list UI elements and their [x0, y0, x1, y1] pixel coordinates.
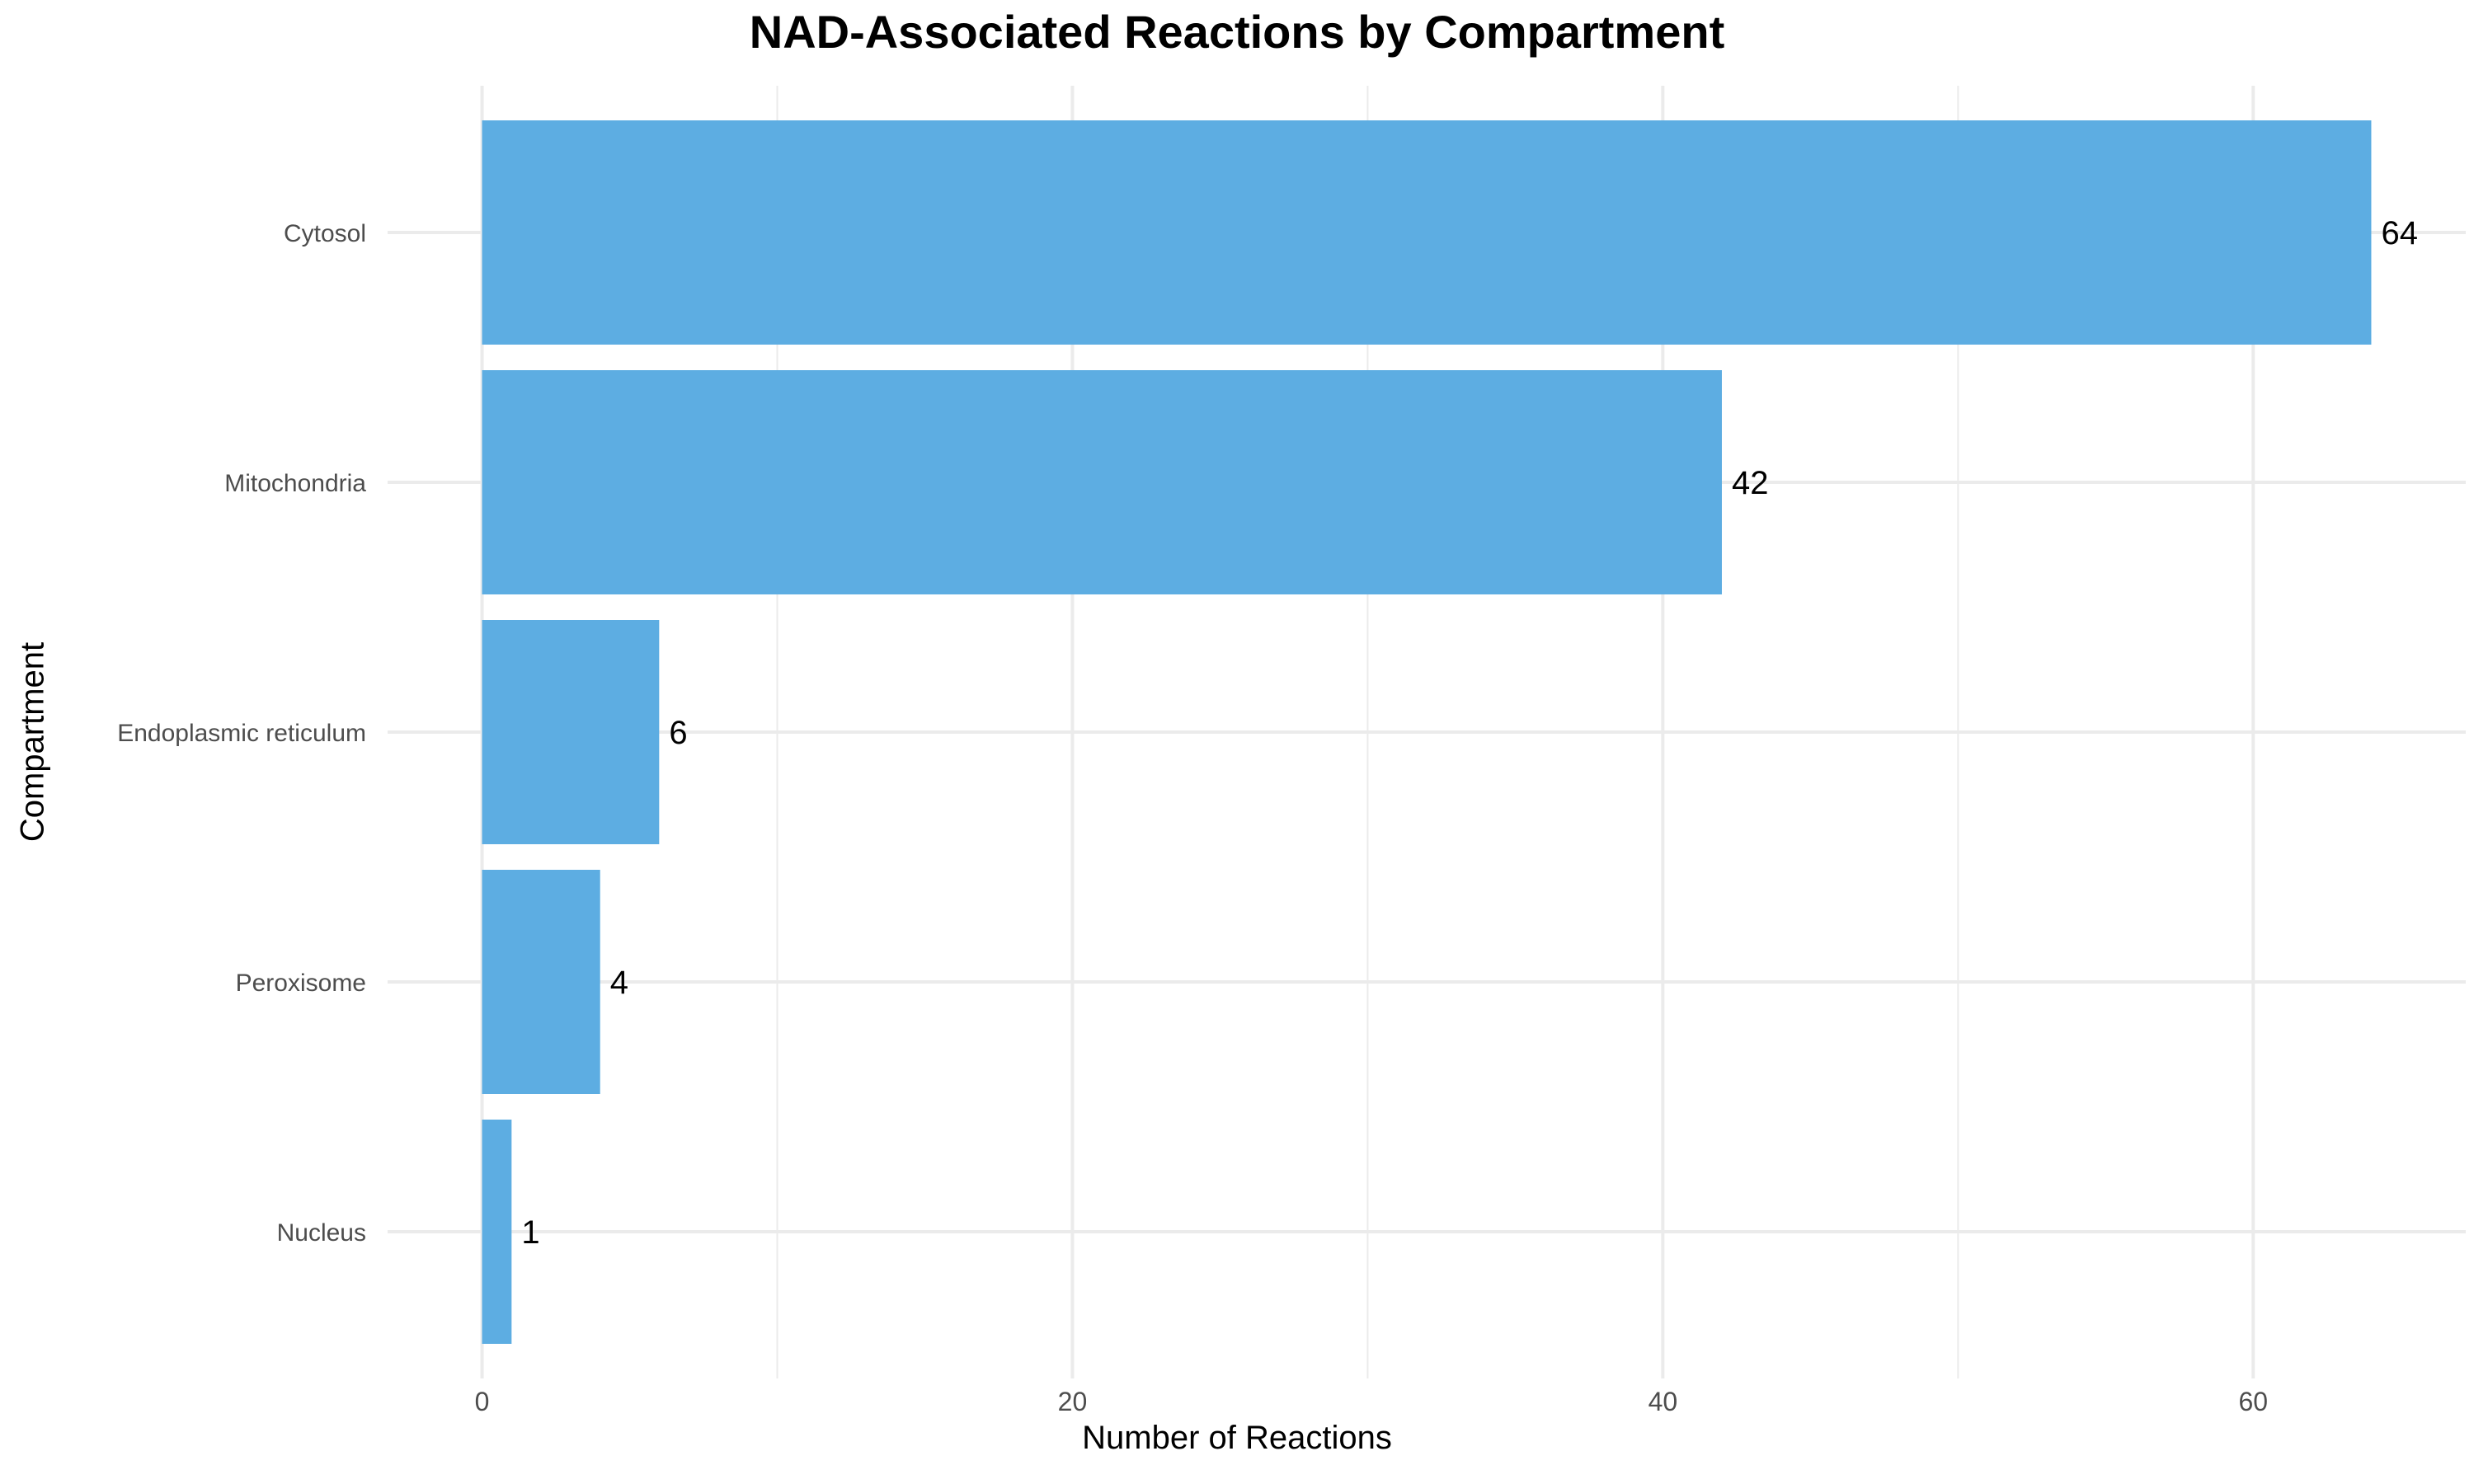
- y-tick-labels: Cytosol Mitochondria Endoplasmic reticulum…: [117, 220, 366, 1247]
- x-tick-labels: 0 20 40 60: [475, 1387, 2268, 1416]
- x-tick-label: 20: [1058, 1387, 1088, 1416]
- x-tick-label: 60: [2238, 1387, 2268, 1416]
- bar: [482, 370, 1722, 594]
- y-tick-label: Endoplasmic reticulum: [117, 720, 366, 747]
- bar: [482, 620, 660, 844]
- x-axis-label: Number of Reactions: [1082, 1420, 1392, 1456]
- data-label: 1: [521, 1214, 539, 1251]
- bars: [482, 120, 2372, 1344]
- bar: [482, 120, 2372, 345]
- y-axis-label: Compartment: [14, 641, 51, 843]
- bar: [482, 870, 600, 1094]
- chart-title: NAD-Associated Reactions by Compartment: [749, 6, 1725, 58]
- bar: [482, 1120, 512, 1344]
- y-tick-label: Peroxisome: [236, 970, 366, 997]
- y-tick-label: Cytosol: [284, 220, 366, 247]
- x-tick-label: 40: [1649, 1387, 1678, 1416]
- x-tick-label: 0: [475, 1387, 490, 1416]
- data-label: 64: [2381, 215, 2418, 251]
- y-tick-label: Nucleus: [277, 1219, 366, 1247]
- y-tick-label: Mitochondria: [224, 470, 366, 497]
- data-label: 6: [669, 715, 687, 751]
- data-label: 42: [1732, 465, 1769, 501]
- data-label: 4: [610, 965, 628, 1001]
